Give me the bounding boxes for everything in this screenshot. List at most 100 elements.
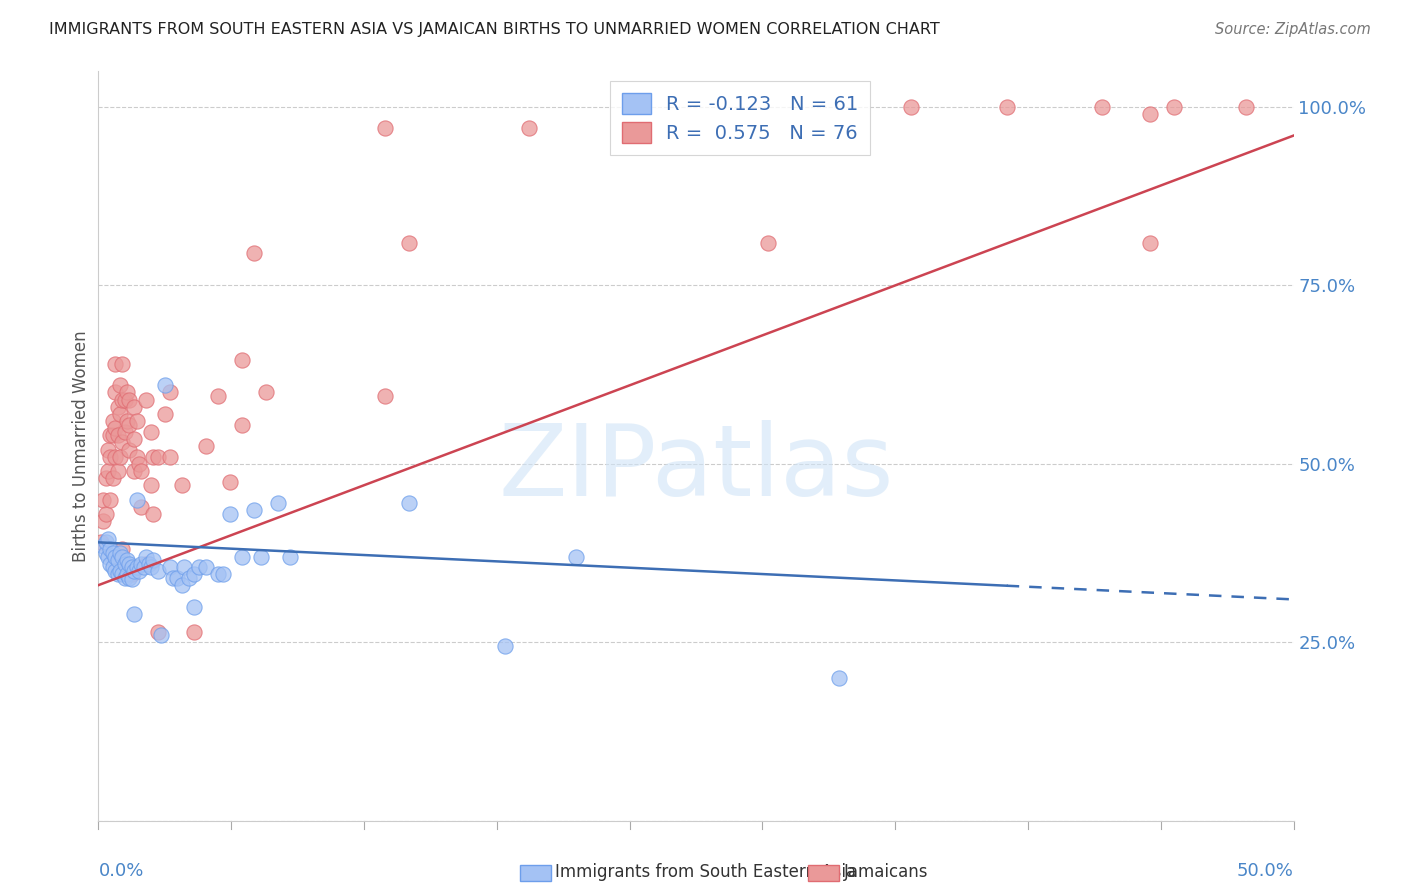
Point (267, 496, 290, 510)
Point (91, 492, 114, 507)
Point (139, 478, 162, 492)
Point (115, 553, 138, 567)
Point (104, 549, 127, 564)
Point (124, 564, 146, 578)
Point (114, 557, 136, 571)
Point (162, 571, 184, 585)
Point (91, 514, 114, 528)
Point (1234, 100, 1257, 114)
Point (155, 407, 177, 421)
Point (565, 549, 588, 564)
Point (98, 492, 122, 507)
Point (114, 571, 136, 585)
Point (231, 353, 253, 368)
Point (124, 400, 146, 414)
Point (118, 392, 141, 407)
Point (243, 503, 266, 517)
Point (159, 385, 181, 400)
Point (108, 450, 131, 464)
Point (98, 542, 122, 557)
Point (118, 417, 141, 432)
Point (128, 564, 150, 578)
Point (900, 100, 922, 114)
Point (115, 414, 138, 428)
Point (111, 435, 134, 450)
Point (101, 471, 124, 485)
Point (828, 671, 851, 685)
Point (374, 389, 396, 403)
Point (166, 571, 188, 585)
Point (149, 628, 172, 642)
Point (1139, 107, 1161, 121)
Text: ZIPatlas: ZIPatlas (498, 420, 894, 517)
Point (995, 100, 1018, 114)
Y-axis label: Births to Unmarried Women: Births to Unmarried Women (72, 330, 90, 562)
Point (121, 573, 143, 587)
Point (243, 246, 266, 260)
Point (107, 567, 129, 582)
Point (155, 378, 177, 392)
Point (104, 385, 127, 400)
Point (111, 392, 134, 407)
Point (114, 425, 136, 439)
Point (107, 553, 129, 567)
Point (118, 442, 141, 457)
Point (183, 599, 205, 614)
Point (104, 421, 127, 435)
Point (159, 450, 181, 464)
Point (115, 385, 138, 400)
Point (97, 464, 120, 478)
Point (125, 492, 148, 507)
Point (107, 400, 129, 414)
Text: Immigrants from South Eastern Asia: Immigrants from South Eastern Asia (555, 863, 856, 881)
Point (398, 235, 420, 250)
Point (118, 571, 141, 585)
Point (111, 357, 134, 371)
Point (231, 417, 253, 432)
Point (114, 392, 136, 407)
Point (398, 496, 420, 510)
Point (101, 546, 124, 560)
Point (111, 542, 134, 557)
Point (494, 639, 516, 653)
Point (135, 549, 157, 564)
Point (195, 439, 218, 453)
Point (94, 507, 117, 521)
Point (125, 450, 148, 464)
Point (148, 624, 170, 639)
Point (104, 357, 127, 371)
Point (108, 564, 131, 578)
Point (111, 567, 134, 582)
Point (107, 464, 129, 478)
Point (231, 549, 253, 564)
Point (98, 450, 122, 464)
Point (211, 567, 233, 582)
Point (108, 378, 131, 392)
Point (124, 464, 146, 478)
Point (139, 425, 162, 439)
Point (254, 385, 277, 400)
Point (517, 121, 540, 136)
Point (219, 475, 242, 489)
Point (90, 535, 112, 549)
Point (125, 414, 148, 428)
Point (97, 532, 120, 546)
Point (101, 428, 124, 442)
Text: Source: ZipAtlas.com: Source: ZipAtlas.com (1215, 22, 1371, 37)
Text: IMMIGRANTS FROM SOUTH EASTERN ASIA VS JAMAICAN BIRTHS TO UNMARRIED WOMEN CORRELA: IMMIGRANTS FROM SOUTH EASTERN ASIA VS JA… (49, 22, 941, 37)
Point (219, 507, 242, 521)
Point (111, 549, 134, 564)
Point (172, 478, 194, 492)
Point (107, 428, 129, 442)
Point (159, 560, 181, 574)
Point (1139, 235, 1161, 250)
Point (207, 567, 229, 582)
Point (374, 121, 396, 136)
Point (138, 557, 160, 571)
Point (1091, 100, 1114, 114)
Point (121, 567, 143, 582)
Point (139, 560, 162, 574)
Point (179, 571, 201, 585)
Point (131, 557, 153, 571)
Point (195, 560, 218, 574)
